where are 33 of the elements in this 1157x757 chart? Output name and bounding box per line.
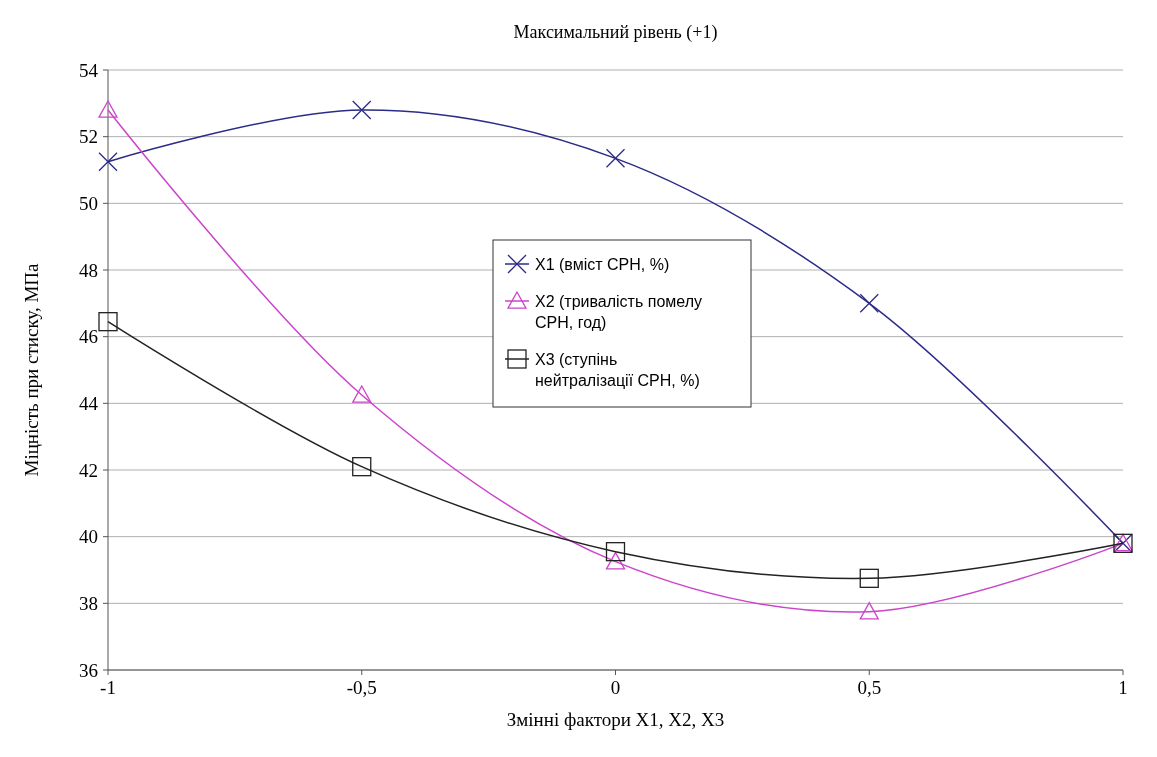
point (859, 568, 879, 588)
x-tick-label: -0,5 (346, 677, 377, 698)
point (98, 152, 118, 172)
x-tick-label: 0,5 (857, 677, 882, 698)
y-tick-label: 42 (79, 459, 98, 481)
y-tick-label: 46 (79, 326, 98, 348)
y-tick-label: 48 (79, 259, 98, 281)
legend-label: X1 (вміст СРН, %) (535, 255, 670, 273)
point (605, 148, 626, 168)
point (352, 100, 372, 120)
point (98, 312, 118, 332)
x-tick-label: 0 (610, 677, 621, 698)
y-tick-label: 40 (79, 526, 98, 548)
point (98, 100, 118, 118)
y-tick-label: 54 (79, 59, 99, 81)
y-axis-title: Міцність при стиску, МПа (21, 262, 42, 477)
y-tick-label: 50 (79, 192, 98, 214)
y-tick-label: 44 (79, 392, 99, 414)
chart-title: Максимальний рівень (+1) (513, 22, 718, 43)
y-tick-label: 52 (79, 126, 98, 148)
point (859, 293, 879, 313)
point (605, 542, 626, 562)
point (352, 385, 372, 403)
point (605, 552, 626, 570)
y-tick-label: 36 (79, 659, 98, 681)
legend-label: X3 (ступінь нейтралізації СРН, %) (535, 350, 700, 389)
legend-label: X2 (тривалість помелу СРН, год) (535, 292, 702, 331)
x-axis-title: Змінні фактори X1, X2, X3 (506, 709, 725, 730)
point (859, 602, 879, 620)
point (352, 457, 372, 477)
y-tick-label: 38 (79, 592, 98, 614)
x-tick-label: -1 (100, 677, 116, 698)
x-tick-label: 1 (1118, 677, 1128, 698)
